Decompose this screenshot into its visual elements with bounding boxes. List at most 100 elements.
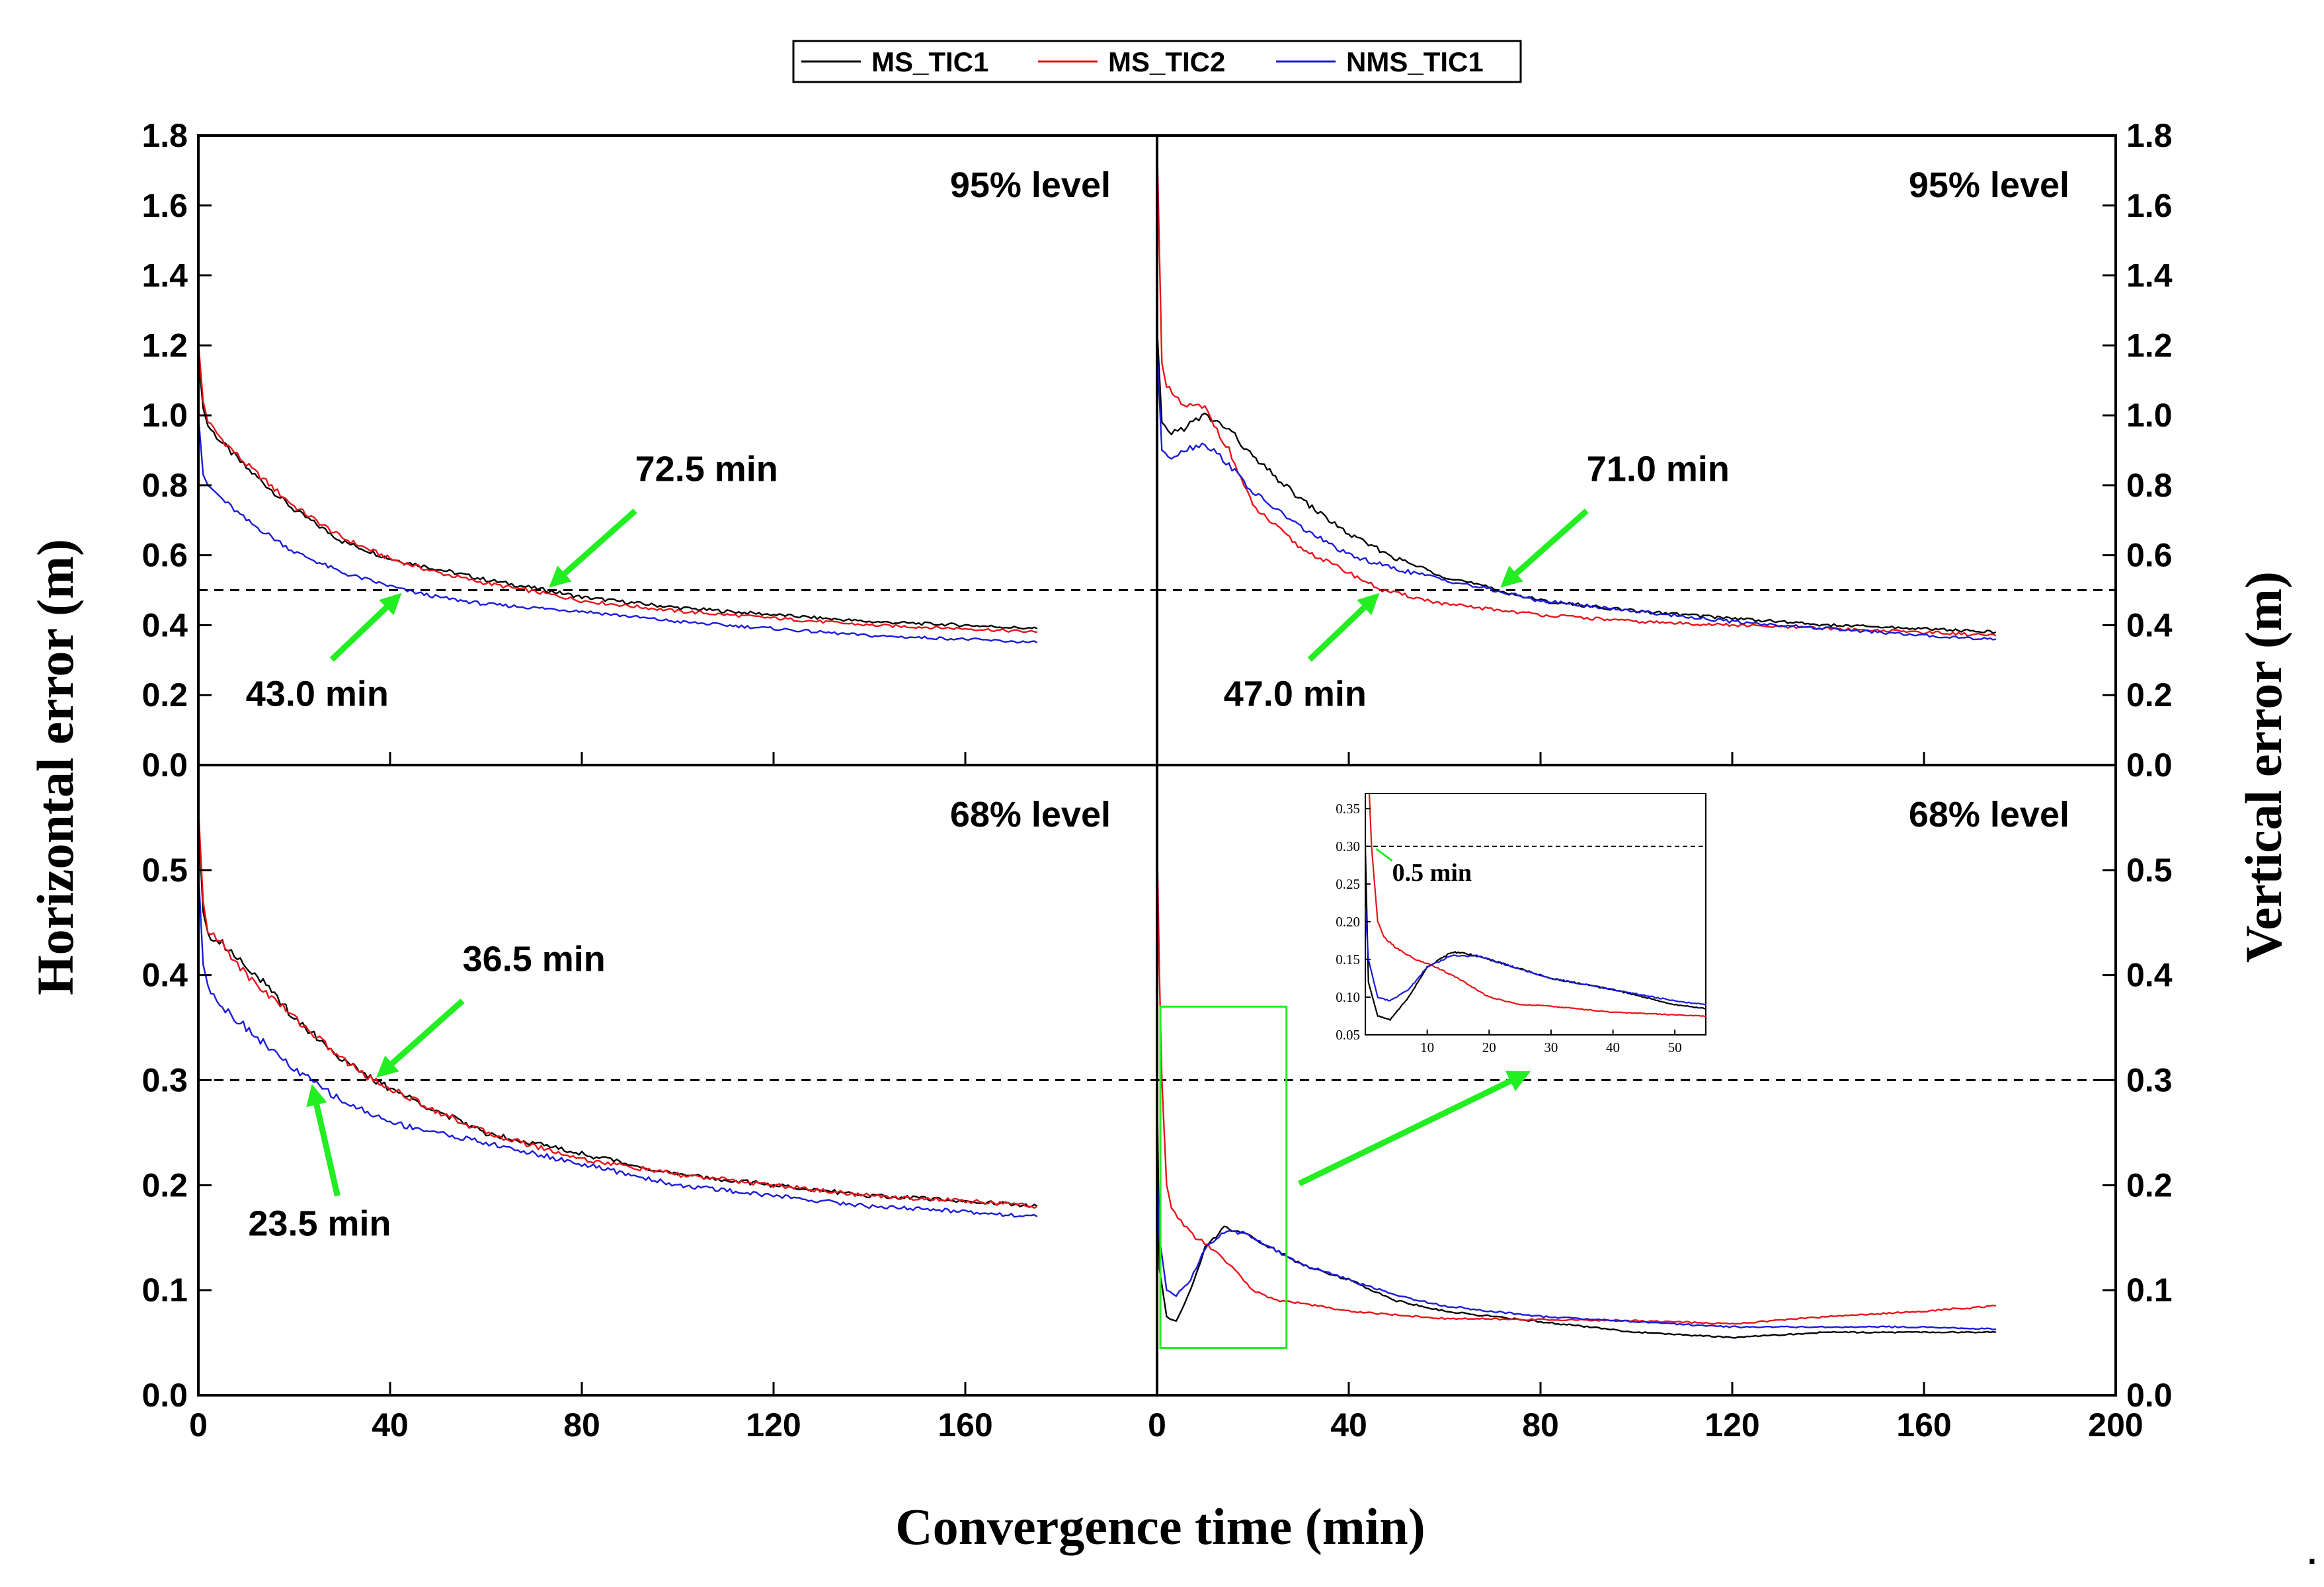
y-tick-label: 0.2 [2126, 1166, 2173, 1203]
annotation-label: 47.0 min [1224, 674, 1367, 714]
x-tick-label: 200 [2088, 1406, 2143, 1444]
inset-y-tick-label: 0.25 [1336, 876, 1360, 892]
y-tick-label: 0.0 [141, 747, 188, 784]
inset-x-tick-label: 30 [1544, 1039, 1558, 1055]
inset-x-tick-label: 10 [1420, 1039, 1434, 1055]
y-tick-label: 1.2 [2126, 327, 2173, 364]
x-tick-label: 160 [938, 1406, 992, 1444]
right-y-axis-title: Vertical error (m) [2235, 571, 2292, 963]
level-label: 95% level [1909, 165, 2069, 205]
legend-label-nms-tic1: NMS_TIC1 [1346, 46, 1484, 77]
y-tick-label: 0.3 [141, 1062, 188, 1099]
annotation-arrowhead [379, 592, 402, 616]
y-tick-label: 0.4 [141, 606, 188, 643]
y-tick-label: 0.2 [141, 676, 188, 713]
inset-x-tick-label: 40 [1606, 1039, 1620, 1055]
inset-y-tick-label: 0.35 [1336, 801, 1360, 817]
annotation-arrow [1514, 509, 1589, 576]
inset-source-box [1159, 1005, 1288, 1350]
y-tick-label: 0.0 [2126, 747, 2173, 784]
x-tick-label: 160 [1896, 1406, 1951, 1444]
annotation-label: 43.0 min [246, 674, 389, 714]
annotation-arrow [390, 998, 465, 1066]
y-tick-label: 0.5 [2126, 852, 2173, 889]
annotation-arrowhead [1357, 592, 1380, 616]
inset-series-nms-tic1 [1365, 907, 1706, 1006]
series-ms-tic2 [197, 807, 1038, 1209]
y-tick-label: 1.6 [141, 187, 188, 224]
annotation-arrow [563, 509, 637, 576]
y-tick-label: 1.8 [141, 117, 188, 154]
panels: 95% level 0.0 0.2 0.4 0.6 0.8 1.0 1.2 1.4 1.6 1.8 7… [141, 117, 2172, 1444]
x-tick-label: 80 [1522, 1406, 1559, 1444]
inset-y-tick-label: 0.30 [1336, 838, 1360, 854]
inset-y-tick-label: 0.10 [1336, 989, 1360, 1005]
inset-series-ms-tic2 [1368, 794, 1706, 1018]
y-tick-label: 0.1 [2126, 1272, 2173, 1309]
legend-label-ms-tic2: MS_TIC2 [1108, 46, 1225, 77]
y-tick-label: 0.4 [2126, 606, 2173, 643]
left-y-axis-title: Horizontal error (m) [26, 539, 84, 995]
panel-top-right: 95% level 0.0 0.2 0.4 0.6 0.8 1.0 1.2 1.4 1.6 1.8 7… [1156, 117, 2173, 784]
annotation-arrow [313, 1104, 341, 1197]
legend: MS_TIC1 MS_TIC2 NMS_TIC1 [792, 40, 1522, 83]
level-label: 68% level [950, 795, 1111, 834]
x-tick-label: 80 [563, 1406, 600, 1444]
series-nms-tic1 [1156, 345, 1997, 641]
inset-arrow [1298, 1078, 1512, 1187]
level-label: 95% level [950, 165, 1111, 205]
inset-x-tick-label: 50 [1668, 1039, 1682, 1055]
panel-top-left: 95% level 0.0 0.2 0.4 0.6 0.8 1.0 1.2 1.4 1.6 1.8 7… [141, 117, 1158, 784]
series-ms-tic1 [197, 356, 1038, 630]
y-tick-label: 0.0 [141, 1377, 188, 1414]
inset-annotation-label: 0.5 min [1392, 859, 1472, 887]
y-tick-label: 1.0 [2126, 397, 2173, 434]
trailing-period: . [2307, 1534, 2317, 1571]
x-tick-label: 0 [1148, 1406, 1166, 1444]
y-tick-label: 1.0 [141, 397, 188, 434]
y-tick-label: 0.1 [141, 1272, 188, 1309]
panel-bottom-right: 68% level 0.0 0.1 0.2 0.3 0.4 0.5 0 40 80 120 160 20… [1148, 793, 2173, 1444]
annotation-arrow [1307, 605, 1367, 662]
y-tick-label: 0.0 [2126, 1377, 2173, 1414]
inset-y-tick-label: 0.05 [1336, 1027, 1360, 1043]
series-nms-tic1 [1156, 1164, 1997, 1330]
y-tick-label: 0.2 [2126, 676, 2173, 713]
annotation-label: 72.5 min [635, 450, 778, 489]
y-tick-label: 0.6 [2126, 537, 2173, 574]
inset-arrowhead [1505, 1071, 1531, 1092]
legend-label-ms-tic1: MS_TIC1 [871, 46, 988, 77]
y-tick-label: 0.4 [2126, 957, 2173, 994]
y-tick-label: 0.8 [2126, 467, 2173, 504]
x-tick-label: 40 [1330, 1406, 1367, 1444]
y-tick-label: 1.4 [141, 257, 188, 294]
inset-y-tick-label: 0.20 [1336, 914, 1360, 930]
panel-bottom-left: 68% level 0.0 0.1 0.2 0.3 0.4 0.5 0 40 80 120 160 36… [141, 795, 1157, 1444]
y-tick-label: 0.5 [141, 852, 188, 889]
series-ms-tic2 [197, 341, 1037, 633]
inset-y-tick-label: 0.15 [1336, 952, 1360, 967]
y-tick-label: 1.8 [2126, 117, 2173, 154]
annotation-arrowhead [549, 565, 572, 588]
y-tick-label: 1.4 [2126, 257, 2173, 294]
inset-frame [1365, 793, 1706, 1036]
annotation-arrowhead [1500, 565, 1523, 588]
x-tick-label: 0 [189, 1406, 208, 1444]
inset: 10 20 30 40 50 0.05 0.10 0.15 0.20 0.25 0.30 0.35 0.… [1336, 793, 1706, 1055]
y-tick-label: 0.4 [141, 957, 188, 994]
x-tick-label: 40 [372, 1406, 409, 1444]
annotation-label: 36.5 min [463, 940, 606, 979]
inset-x-tick-label: 20 [1482, 1039, 1496, 1055]
x-tick-label: 120 [746, 1406, 801, 1444]
y-tick-label: 0.6 [141, 537, 188, 574]
annotation-arrowhead [306, 1084, 327, 1108]
legend-box [792, 40, 1522, 83]
y-tick-label: 1.2 [141, 327, 188, 364]
annotation-arrowhead [376, 1055, 399, 1078]
annotation-label: 71.0 min [1587, 450, 1730, 489]
level-label: 68% level [1909, 795, 2069, 834]
annotation-arrow [329, 605, 389, 662]
y-tick-label: 1.6 [2126, 187, 2173, 224]
series-ms-tic2 [1156, 142, 1997, 637]
